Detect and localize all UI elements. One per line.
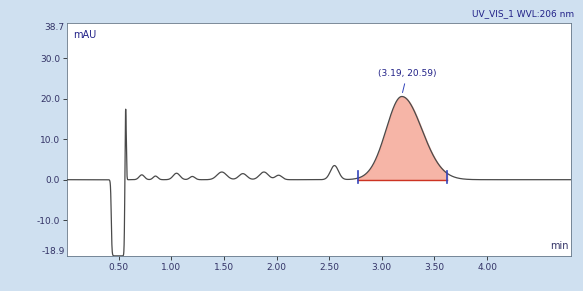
Text: (3.19, 20.59): (3.19, 20.59)	[378, 69, 436, 93]
Text: 38.7: 38.7	[44, 23, 65, 32]
Text: UV_VIS_1 WVL:206 nm: UV_VIS_1 WVL:206 nm	[472, 9, 574, 18]
Text: mAU: mAU	[73, 30, 96, 40]
Text: -18.9: -18.9	[41, 247, 65, 256]
Text: min: min	[550, 242, 569, 251]
